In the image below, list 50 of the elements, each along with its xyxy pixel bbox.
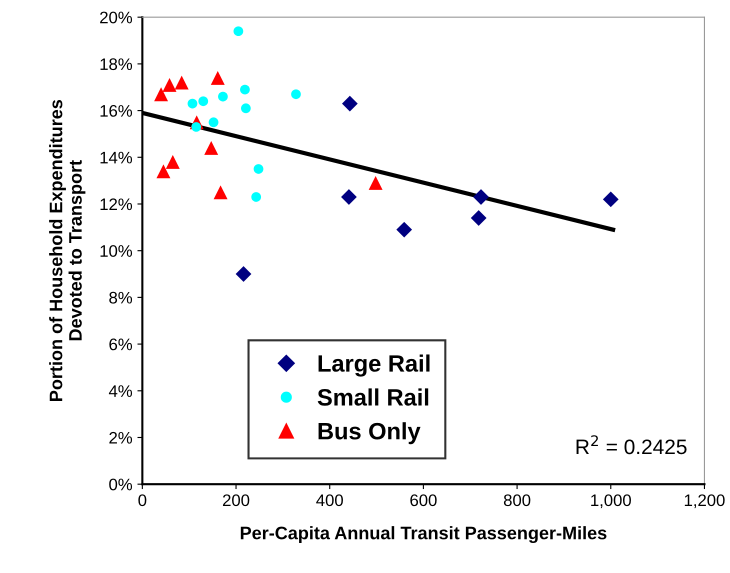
x-tick-label: 200 (222, 494, 250, 506)
point (198, 96, 208, 106)
y-tick-label: 14% (100, 152, 132, 164)
x-tick-label: 1,000 (591, 494, 631, 508)
y-axis-title: Portion of Household Expenditures Devoted to Transport (49, 100, 86, 401)
point (210, 70, 225, 85)
y-tick-label: 16% (100, 104, 132, 117)
legend-label: Small Rail (318, 388, 428, 406)
point (218, 92, 228, 102)
point (241, 103, 251, 114)
point (473, 189, 489, 205)
point (174, 76, 189, 90)
point (214, 185, 228, 200)
y-tick-label: 18% (100, 58, 132, 70)
point (234, 26, 244, 36)
y-tick-label: 4% (108, 385, 132, 397)
y-tick-label: 8% (109, 292, 132, 304)
x-tick-label: 600 (410, 494, 437, 506)
annotation: R$^{2}$ = 0.2425 (576, 435, 687, 454)
x-tick-label: 800 (504, 494, 530, 506)
point (342, 96, 358, 112)
y-tick-label: 0% (109, 478, 132, 490)
point (162, 78, 176, 92)
point (396, 222, 412, 238)
point (291, 89, 301, 100)
x-tick-label: 0 (138, 494, 146, 506)
point (156, 164, 170, 178)
y-tick-label: 12% (100, 198, 132, 210)
y-tick-label: 6% (109, 338, 132, 350)
y-tick-label: 10% (100, 245, 132, 257)
legend-label: Bus Only (318, 422, 421, 444)
point (188, 98, 198, 108)
point (208, 117, 218, 128)
point (204, 141, 218, 155)
point (251, 192, 262, 202)
point (166, 155, 180, 169)
point (341, 189, 357, 205)
point (236, 266, 252, 282)
point (240, 84, 250, 94)
y-tick-label: 20% (100, 12, 132, 24)
x-tick-label: 400 (316, 494, 343, 506)
legend-label: Large Rail (318, 354, 430, 377)
point (602, 191, 619, 208)
x-tick-label: 1,200 (684, 494, 725, 508)
point (254, 164, 264, 174)
point (470, 210, 487, 226)
y-tick-label: 2% (109, 432, 132, 444)
point (154, 87, 168, 102)
point (368, 176, 383, 190)
x-axis-title: Per-Capita Annual Transit Passenger-Miles (240, 526, 606, 544)
